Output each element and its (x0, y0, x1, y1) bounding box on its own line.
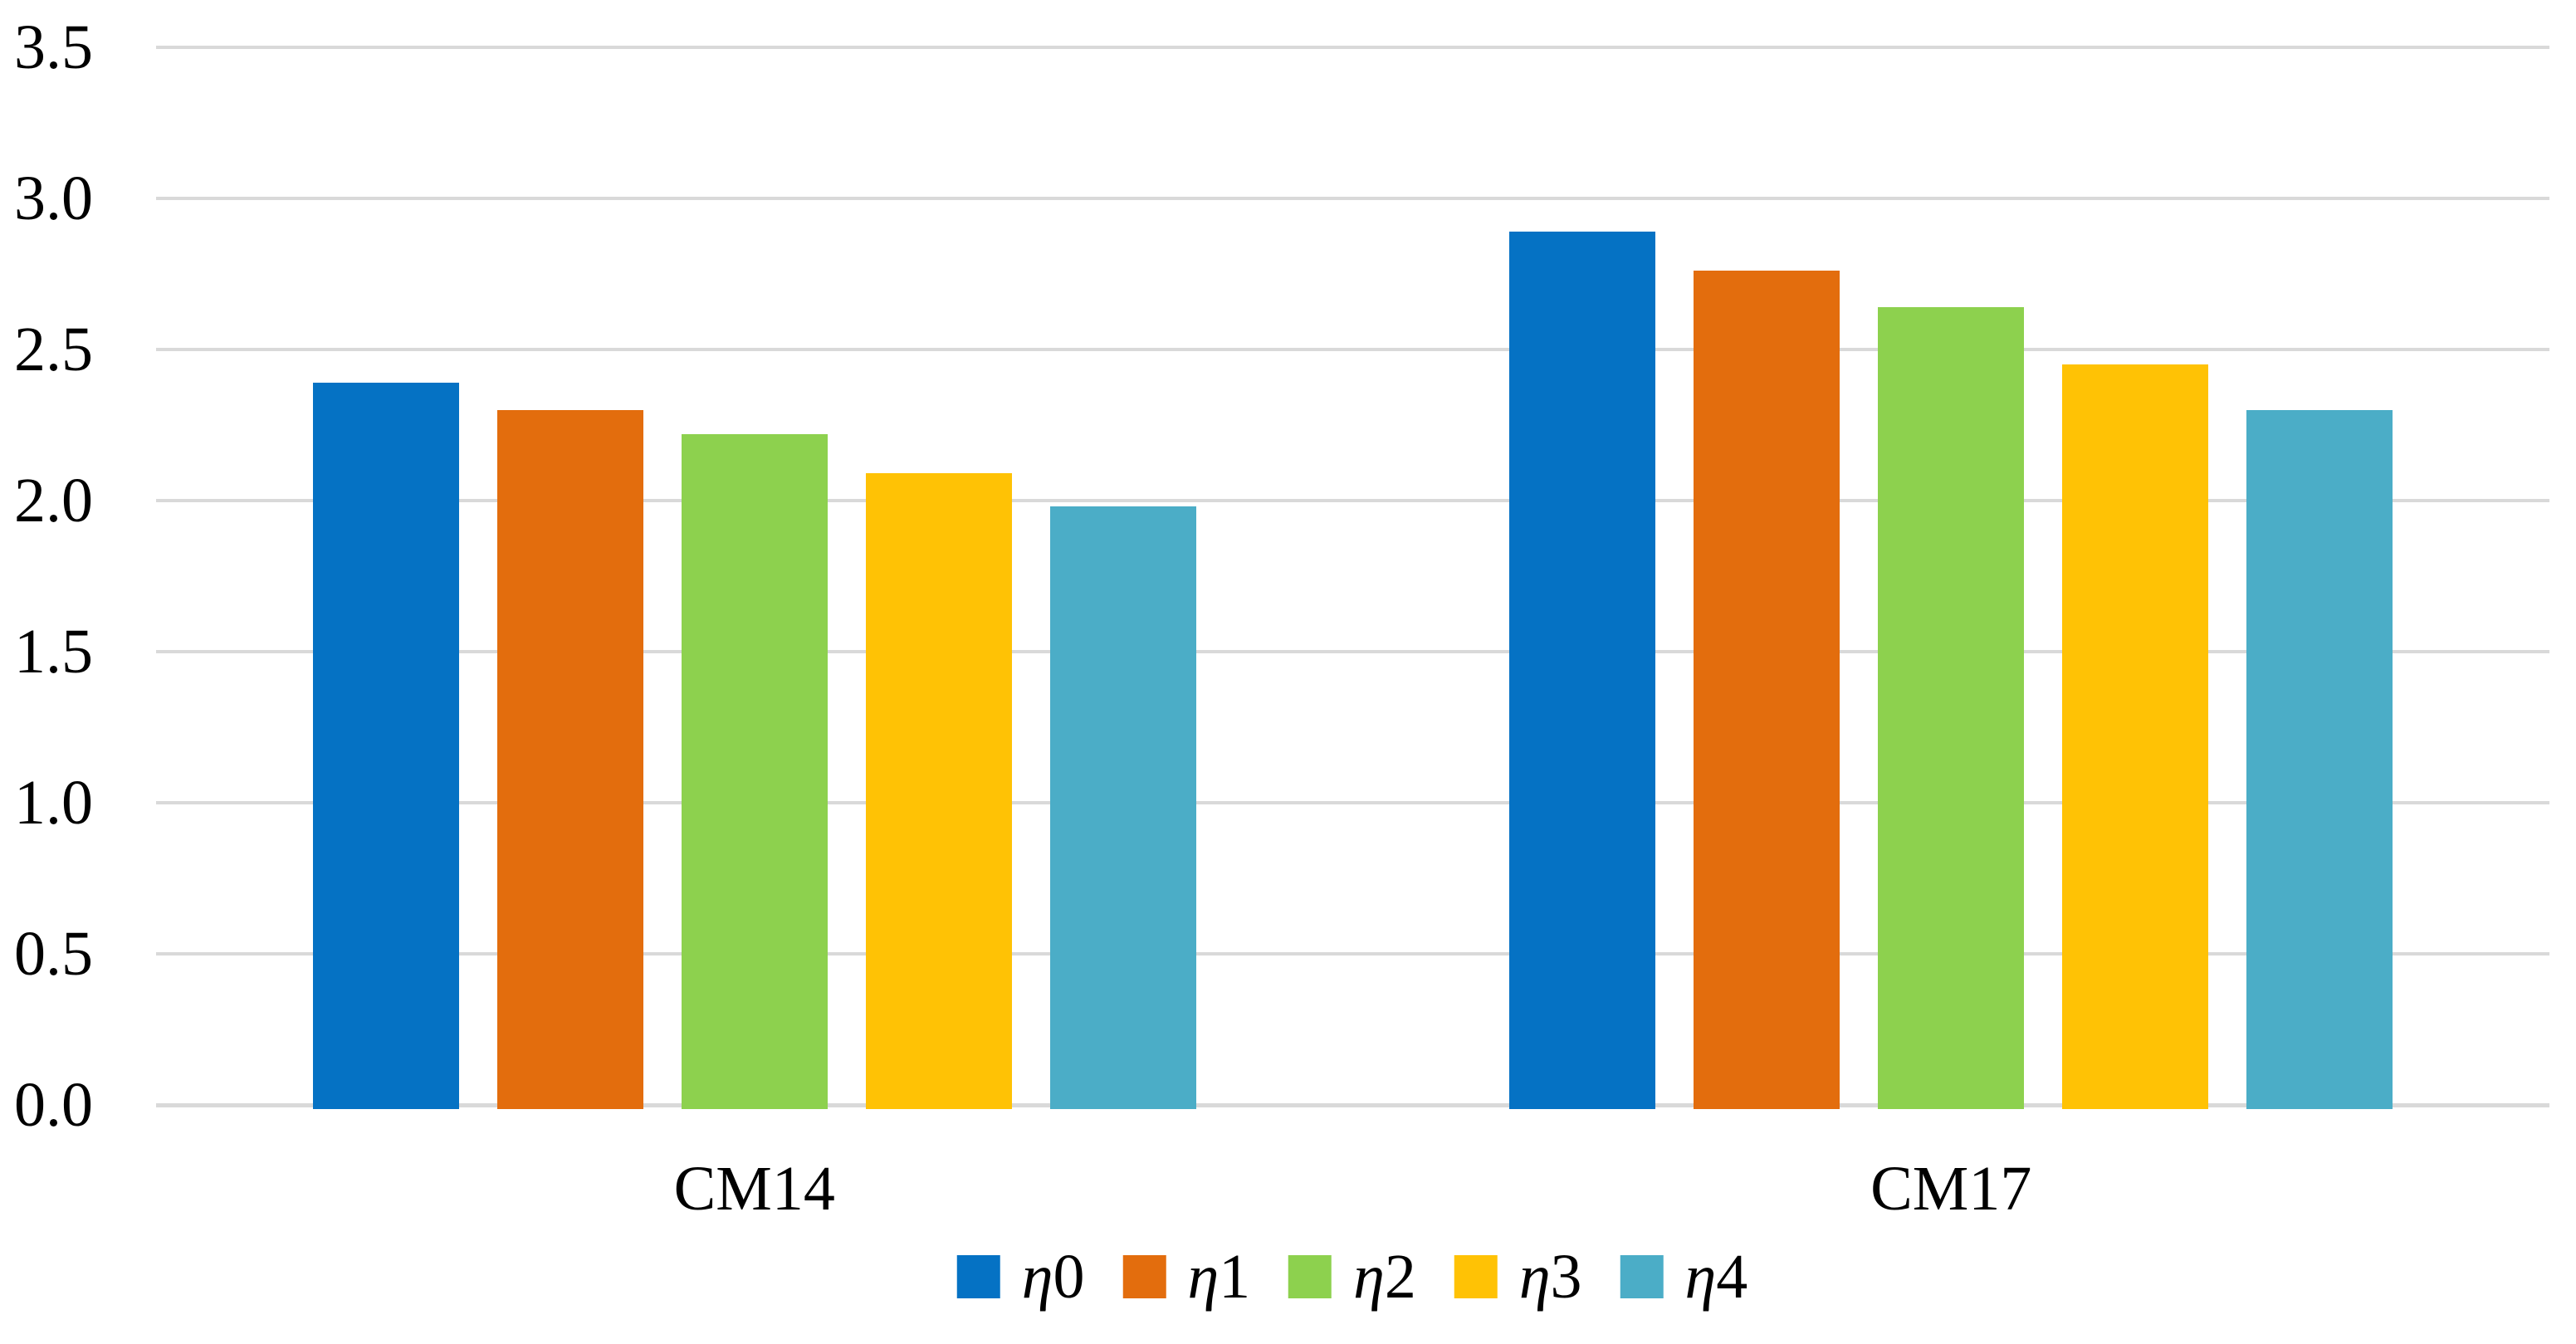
bar-cm14-eta3 (865, 473, 1012, 1109)
legend-item-eta4: η4 (1620, 1242, 1748, 1312)
gridline (156, 952, 2549, 955)
legend-item-label: η1 (1187, 1242, 1251, 1312)
y-axis-tick-label: 2.5 (14, 315, 93, 384)
bar-cm17-eta4 (2246, 409, 2393, 1109)
bar-cm14-eta1 (496, 409, 643, 1109)
x-axis-category-label: CM14 (673, 1154, 835, 1224)
legend-swatch-icon (956, 1255, 1000, 1298)
legend-item-label: η2 (1353, 1242, 1416, 1312)
y-axis-tick-label: 0.0 (14, 1070, 93, 1140)
legend-item-eta2: η2 (1288, 1244, 1416, 1310)
legend-item-eta1: η1 (1122, 1244, 1250, 1310)
gridline (156, 348, 2549, 351)
y-axis-tick-label: 0.5 (14, 919, 93, 989)
legend-item-label: η4 (1684, 1242, 1748, 1312)
bar-cm17-eta3 (2062, 364, 2209, 1109)
legend-item-eta0: η0 (956, 1242, 1085, 1312)
legend-swatch-icon (1288, 1255, 1332, 1298)
legend-item-eta3: η3 (1454, 1244, 1582, 1310)
legend-item-label: η0 (1021, 1242, 1085, 1312)
gridline (156, 46, 2549, 49)
x-axis-category-label: CM17 (1870, 1154, 2032, 1224)
gridline (156, 801, 2549, 804)
legend: η0 η1 η2 η3 η4 (956, 1242, 1748, 1312)
gridline (156, 499, 2549, 502)
bar-cm17-eta0 (1509, 232, 1656, 1109)
x-axis-baseline (156, 1103, 2549, 1107)
legend-item-label: η3 (1518, 1242, 1582, 1312)
gridline (156, 197, 2549, 200)
bar-cm14-eta0 (312, 383, 459, 1109)
y-axis-tick-label: 3.5 (14, 12, 93, 82)
legend-swatch-icon (1122, 1255, 1166, 1298)
bar-cm17-eta2 (1878, 307, 2025, 1109)
bar-cm14-eta2 (681, 433, 828, 1109)
y-axis-tick-label: 2.0 (14, 466, 93, 535)
legend-swatch-icon (1454, 1255, 1498, 1298)
gridline (156, 650, 2549, 653)
y-axis-tick-label: 1.5 (14, 617, 93, 687)
y-axis-tick-label: 3.0 (14, 164, 93, 233)
y-axis-tick-label: 1.0 (14, 768, 93, 838)
legend-swatch-icon (1620, 1255, 1664, 1298)
bar-cm17-eta1 (1694, 271, 1840, 1109)
bar-cm14-eta4 (1049, 506, 1196, 1109)
